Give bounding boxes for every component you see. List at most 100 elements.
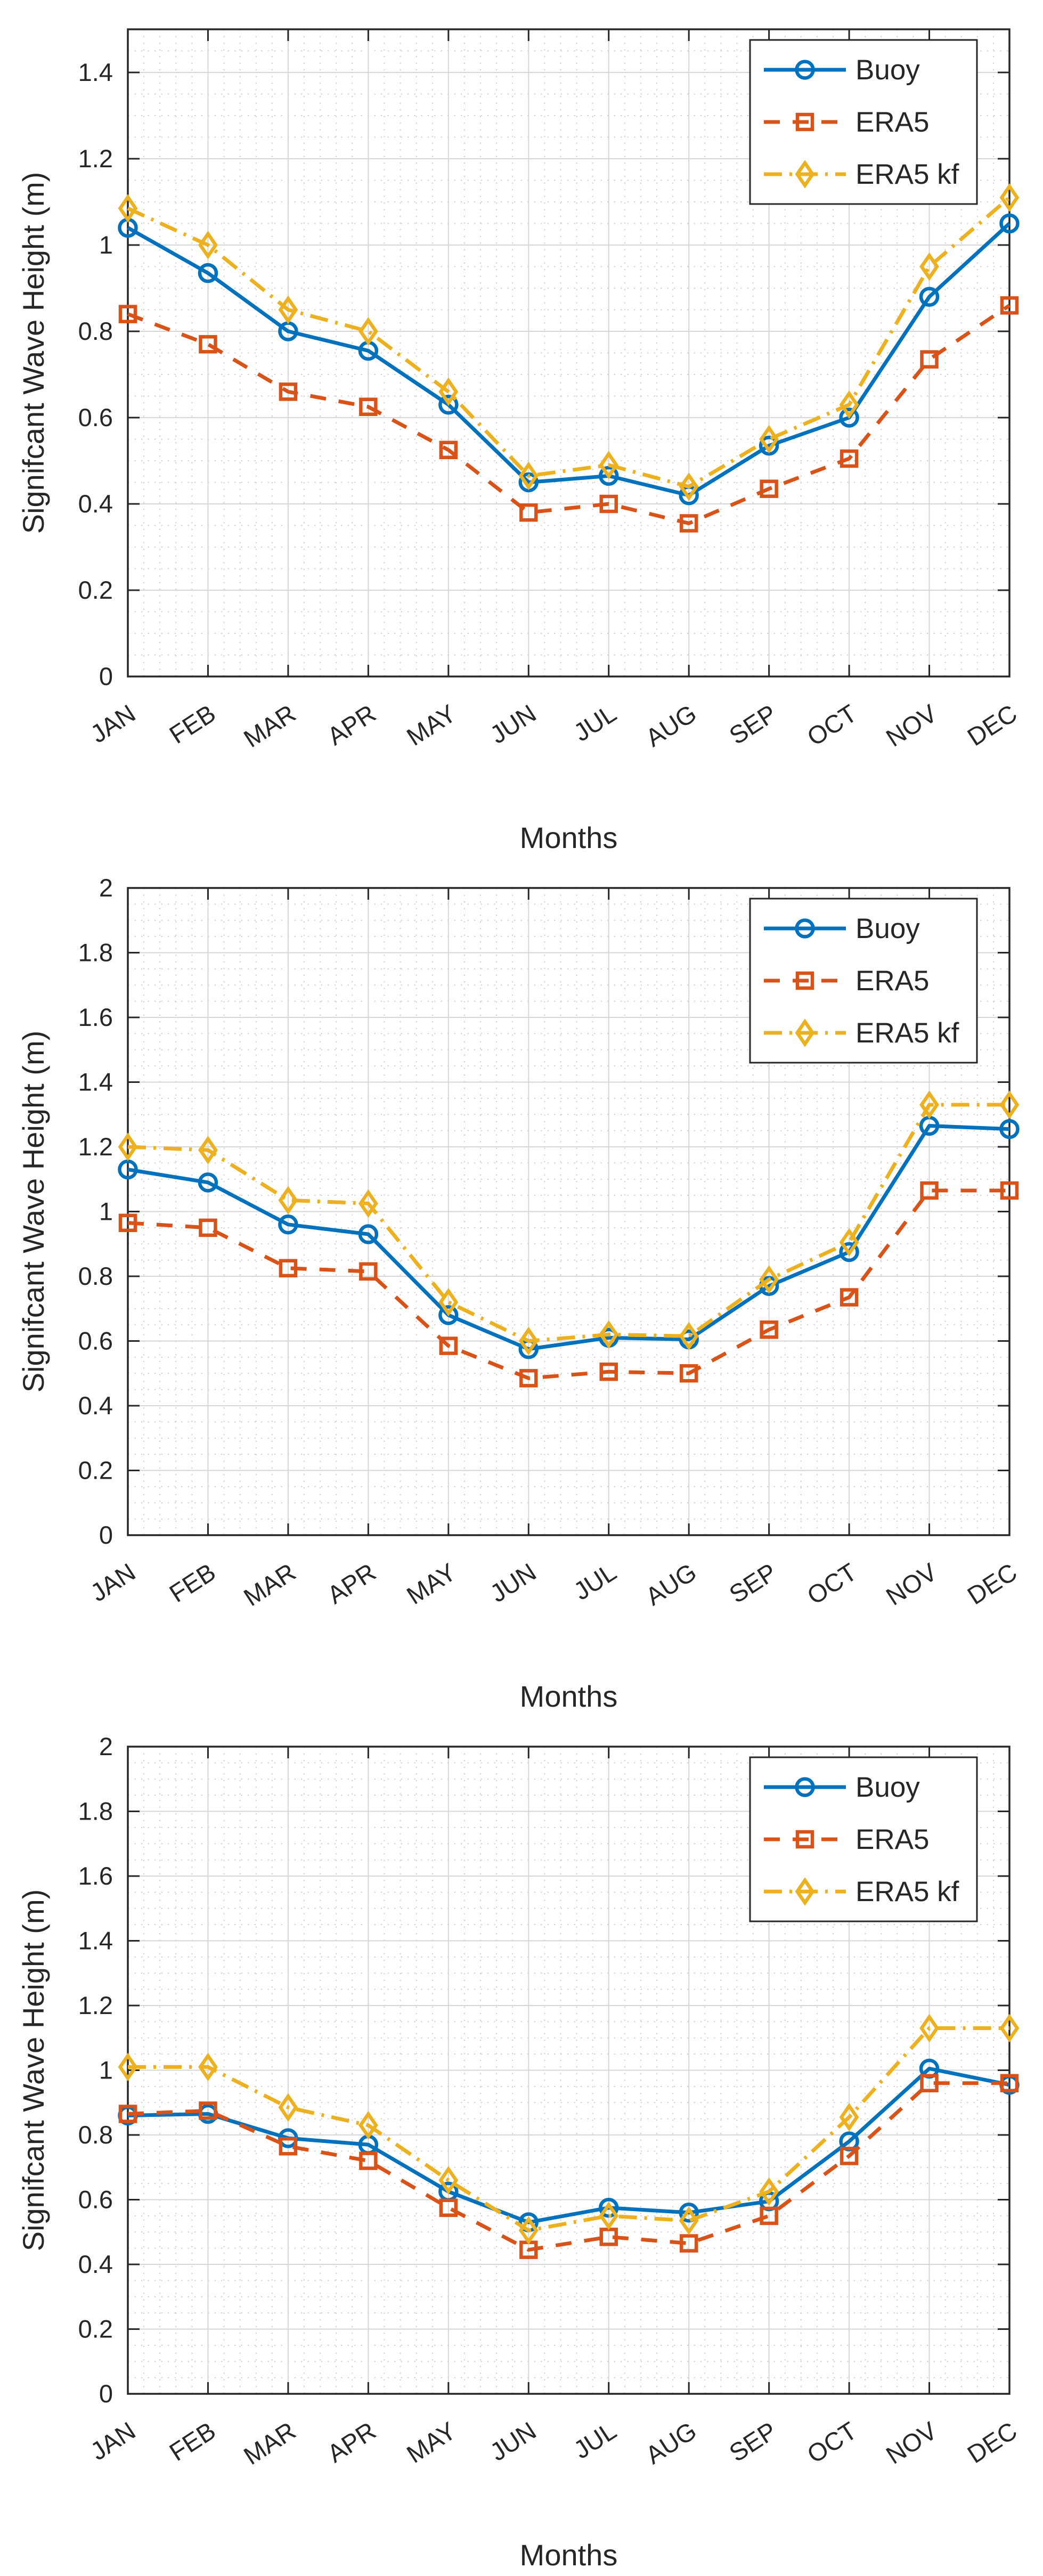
data-point-era5 <box>199 2101 217 2120</box>
legend-entry-buoy: Buoy <box>764 1772 920 1803</box>
data-point-buoy <box>999 1119 1020 1139</box>
legend: Buoy ERA5 ERA5 kf <box>749 898 978 1064</box>
data-point-buoy <box>919 287 940 307</box>
data-point-era5 <box>118 1213 137 1233</box>
data-point-era5 <box>840 449 859 468</box>
y-tick-label: 0.4 <box>78 490 113 518</box>
data-point-era5-kf <box>919 252 939 281</box>
legend-entry-buoy: Buoy <box>764 54 920 86</box>
data-point-era5 <box>359 397 378 416</box>
data-point-era5-kf <box>839 390 859 419</box>
y-tick-label: 0.6 <box>78 2186 113 2214</box>
data-point-era5-kf <box>599 1320 619 1349</box>
data-point-era5-kf <box>919 2013 939 2043</box>
series-line-buoy <box>127 2066 1010 2224</box>
data-point-era5-kf <box>278 1186 298 1214</box>
data-point-era5-kf <box>278 295 298 324</box>
data-point-era5-kf <box>518 1326 539 1356</box>
y-tick-label: 0.4 <box>78 1391 113 1420</box>
legend: Buoy ERA5 ERA5 kf <box>749 39 978 205</box>
data-point-era5 <box>920 350 939 369</box>
series-era5 <box>118 1181 1019 1388</box>
wave-height-chart-2: 0 0.2 0.4 0.6 0.8 1 1.2 1.4 1.6 1.8 2 JAN FEB MAR APR M… <box>0 859 1043 1717</box>
data-point-era5-kf <box>118 2052 138 2082</box>
series-line-era5-kf <box>127 1103 1009 1343</box>
legend-marker-buoy <box>795 1777 815 1797</box>
data-point-buoy <box>839 1242 859 1262</box>
data-point-era5 <box>439 2198 458 2217</box>
y-tick-label: 0 <box>99 1521 113 1549</box>
x-axis-label: Months <box>520 2538 618 2572</box>
y-tick-label: 0.6 <box>78 1327 113 1355</box>
legend-entry-era5: ERA5 <box>764 965 929 997</box>
data-point-era5 <box>920 2074 939 2093</box>
legend-entry-era5-kf: ERA5 kf <box>764 1017 959 1049</box>
y-tick-label: 0.6 <box>78 403 113 431</box>
data-point-era5 <box>1000 296 1019 315</box>
y-tick-label: 0.4 <box>78 2250 113 2278</box>
minor-grid <box>128 29 1009 676</box>
y-tick-label: 1.2 <box>78 1991 113 2019</box>
series-line-buoy <box>127 1124 1010 1351</box>
plot-box <box>127 28 1011 678</box>
data-point-era5-kf <box>198 2052 218 2082</box>
minor-grid <box>128 1747 1009 2394</box>
data-point-era5-kf <box>438 1287 459 1317</box>
data-point-era5 <box>519 1369 538 1388</box>
data-point-era5 <box>1000 1181 1019 1200</box>
series-era5 <box>118 2074 1019 2259</box>
y-tick-label: 1.2 <box>78 1132 113 1161</box>
data-point-era5 <box>199 1218 217 1237</box>
data-point-era5 <box>679 1364 698 1383</box>
series-era5-kf <box>118 2013 1020 2245</box>
data-point-era5-kf <box>999 1090 1020 1119</box>
data-point-era5 <box>760 479 778 498</box>
data-point-buoy <box>358 1224 379 1244</box>
legend-marker-era5-kf <box>795 1877 815 1906</box>
x-axis-label: Months <box>520 821 618 854</box>
data-point-era5 <box>599 494 618 513</box>
axis-ticks <box>127 29 1011 678</box>
y-axis-label: Signifcant Wave Height (m) <box>17 1031 50 1393</box>
data-point-era5 <box>359 2151 378 2170</box>
y-tick-label: 0 <box>99 2379 113 2408</box>
series-line-era5 <box>127 1188 1009 1380</box>
data-point-era5-kf <box>759 425 779 454</box>
data-point-era5-kf <box>118 1132 138 1161</box>
y-tick-label: 0.2 <box>78 576 113 604</box>
series-line-era5 <box>127 2081 1009 2252</box>
data-point-era5-kf <box>679 472 699 501</box>
y-axis-label: Signifcant Wave Height (m) <box>17 172 50 534</box>
data-point-buoy <box>759 435 779 456</box>
legend-label-era5: ERA5 <box>855 1824 929 1855</box>
y-tick-label: 1.2 <box>78 144 113 173</box>
data-point-era5-kf <box>438 377 459 406</box>
legend-marker-era5-kf <box>795 160 815 189</box>
legend-label-buoy: Buoy <box>855 1772 920 1803</box>
data-point-buoy <box>198 1172 218 1193</box>
legend-label-era5: ERA5 <box>855 965 929 997</box>
data-point-era5 <box>279 2137 298 2156</box>
y-axis-label: Signifcant Wave Height (m) <box>17 1889 50 2252</box>
legend: Buoy ERA5 ERA5 kf <box>749 1756 978 1922</box>
data-point-era5 <box>760 2206 778 2226</box>
y-tick-label: 1.8 <box>78 1797 113 1825</box>
data-point-buoy <box>438 1305 459 1325</box>
legend-entry-buoy: Buoy <box>764 913 920 944</box>
series-buoy <box>118 213 1020 506</box>
axis-ticks <box>127 1746 1011 2395</box>
series-era5-kf <box>118 1090 1020 1356</box>
data-point-era5-kf <box>198 231 218 259</box>
series-line-era5-kf <box>127 196 1011 489</box>
legend-label-era5: ERA5 <box>855 107 929 138</box>
data-point-era5-kf <box>759 1265 779 1294</box>
data-point-era5 <box>439 1336 458 1355</box>
wave-height-chart-3: 0 0.2 0.4 0.6 0.8 1 1.2 1.4 1.6 1.8 2 JAN FEB MAR APR M… <box>0 1717 1043 2576</box>
y-tick-label: 2 <box>99 1732 113 1760</box>
legend-marker-buoy <box>795 60 815 80</box>
legend-entry-era5-kf: ERA5 kf <box>764 1876 959 1907</box>
y-tick-label: 1 <box>99 231 113 259</box>
legend-label-buoy: Buoy <box>855 54 920 86</box>
